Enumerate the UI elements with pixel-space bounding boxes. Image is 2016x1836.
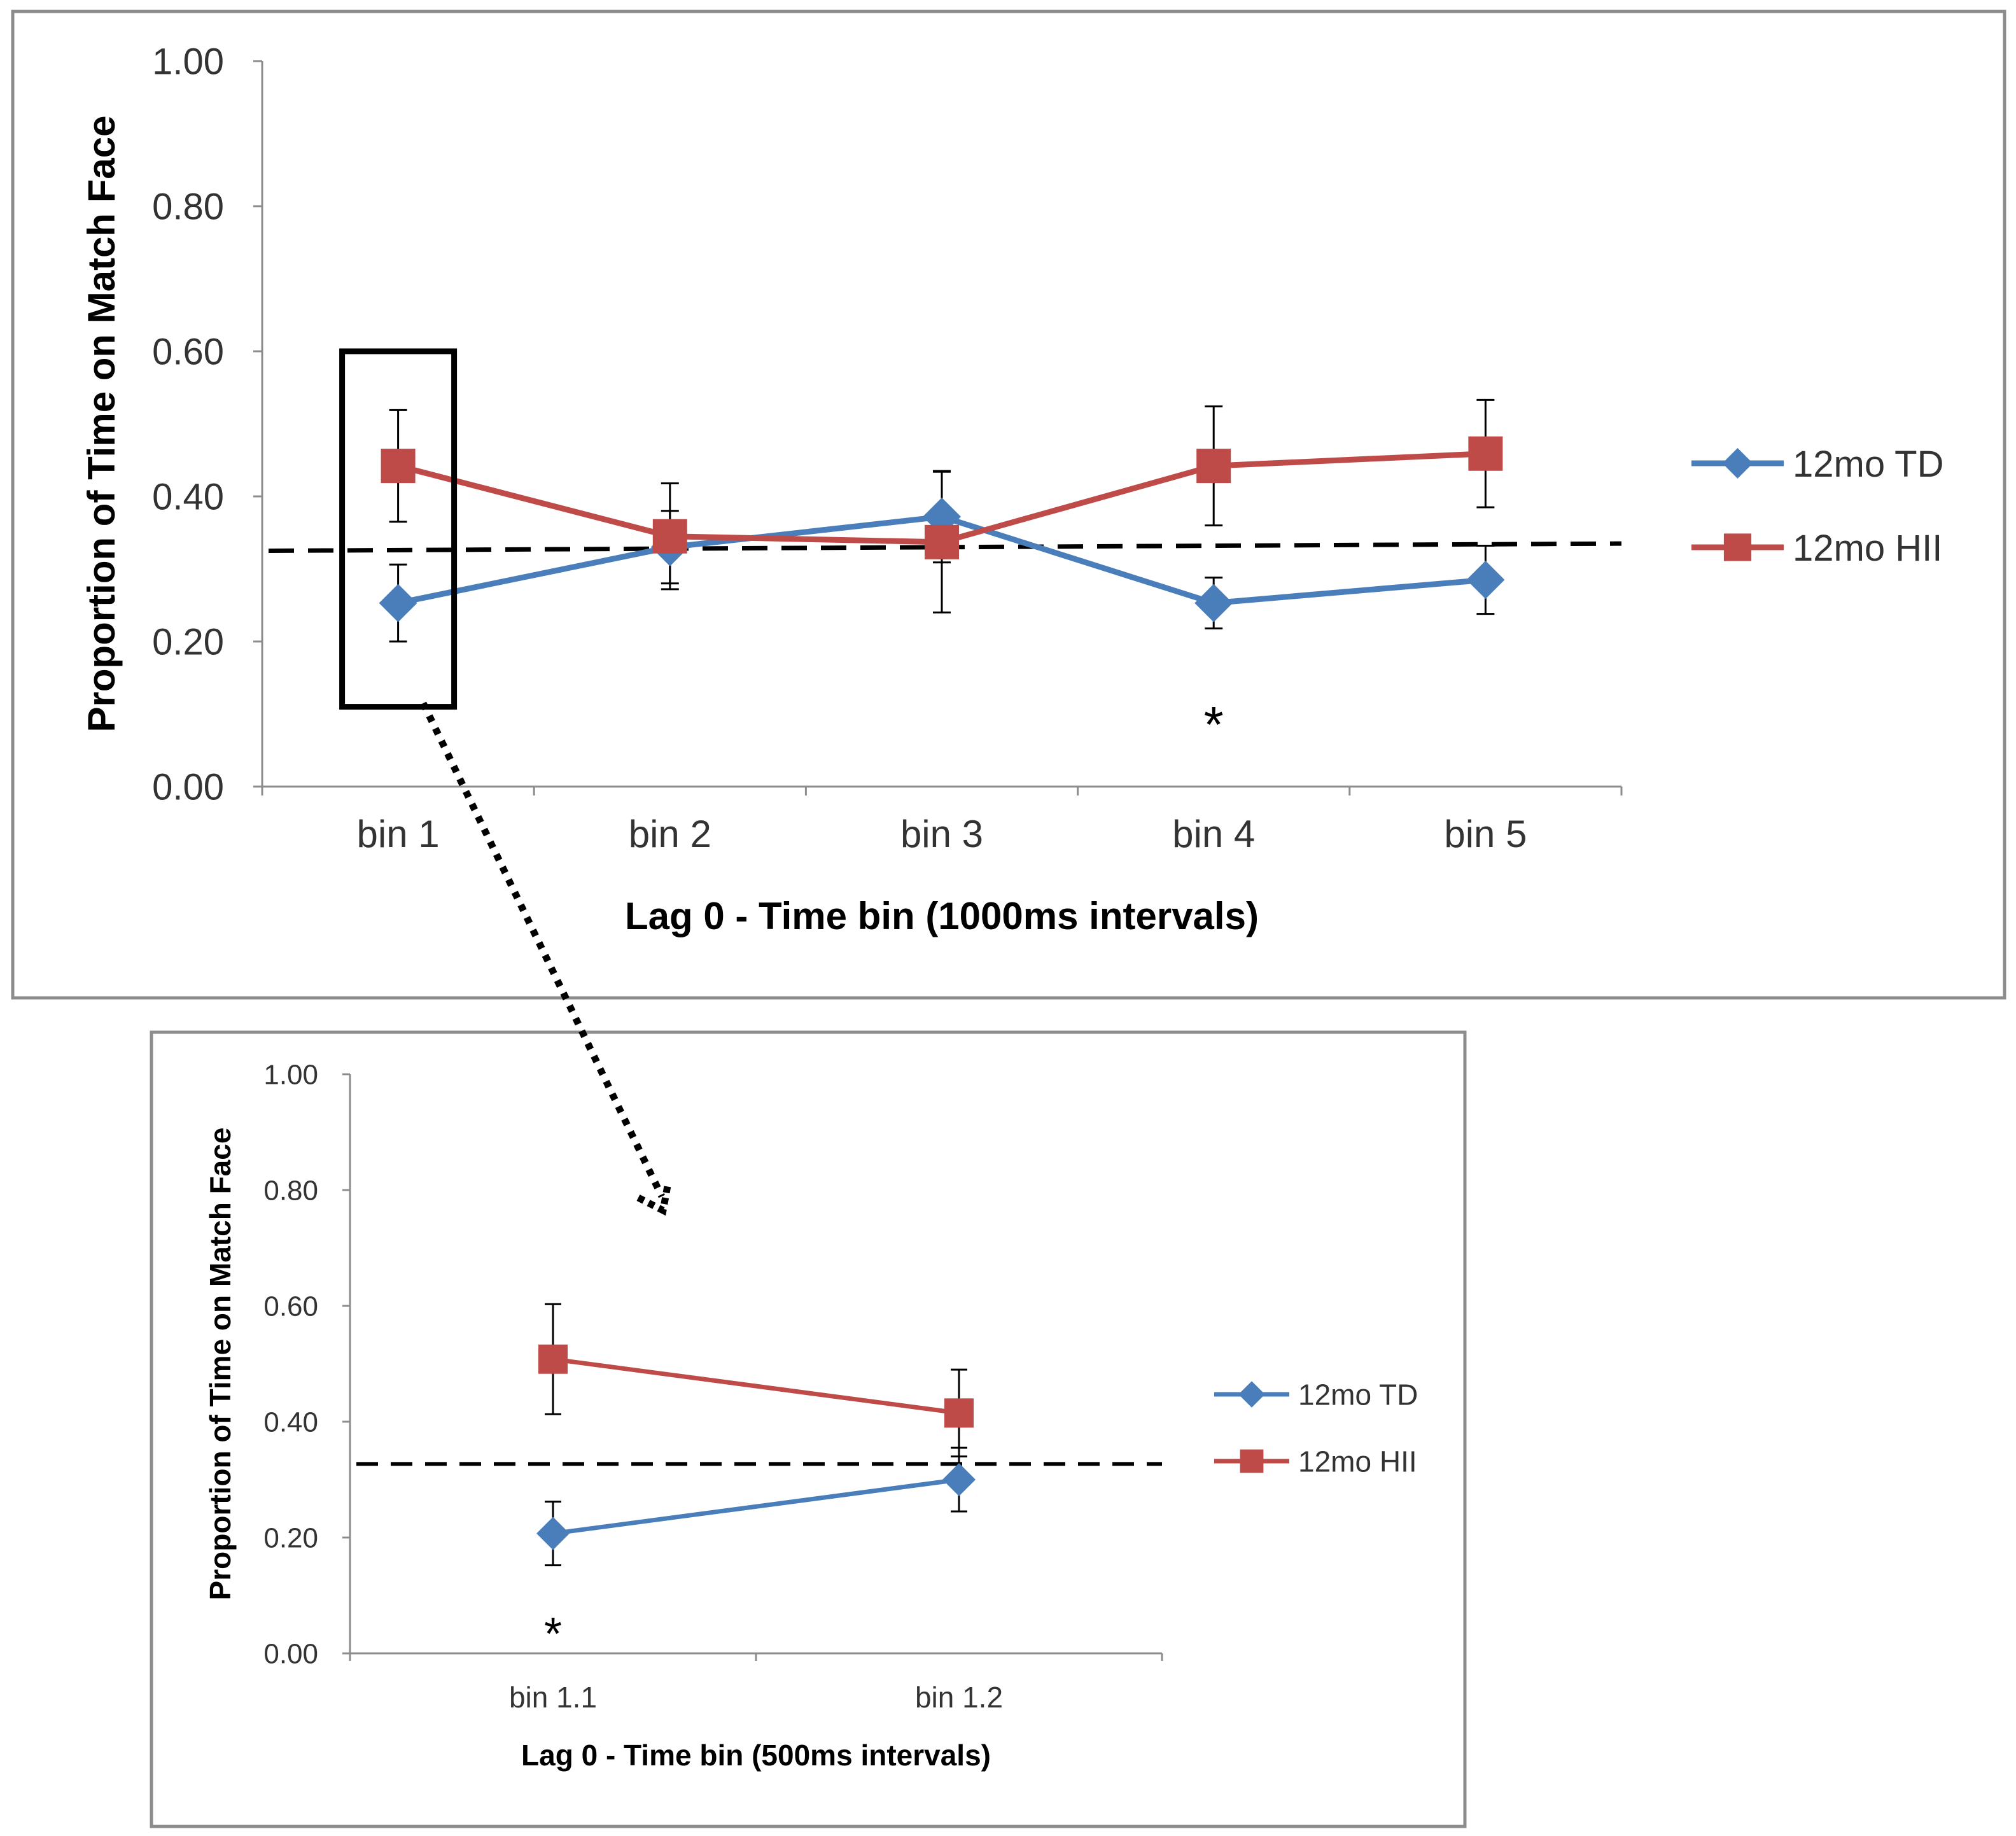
main-significance-asterisk: * bbox=[1204, 696, 1224, 753]
main-hii-point bbox=[1468, 436, 1503, 471]
main-markers bbox=[379, 436, 1505, 622]
main-y-tick-label: 0.80 bbox=[152, 186, 224, 227]
inset-td-point bbox=[942, 1463, 976, 1496]
legend-hii-square-marker bbox=[1723, 533, 1752, 561]
main-x-tick-label: bin 3 bbox=[900, 813, 983, 855]
main-x-axis-title: Lag 0 - Time bin (1000ms intervals) bbox=[625, 895, 1259, 937]
main-y-tick-label: 0.40 bbox=[152, 476, 224, 517]
inset-y-tick-label: 0.80 bbox=[263, 1175, 318, 1206]
inset-hii-point bbox=[538, 1344, 568, 1374]
main-hii-point bbox=[1196, 449, 1231, 484]
inset-significance-asterisk: * bbox=[544, 1609, 562, 1660]
legend-td-label: 12mo TD bbox=[1793, 444, 1943, 485]
inset-y-tick-label: 0.40 bbox=[263, 1406, 318, 1438]
inset-hii-series-line bbox=[552, 1357, 960, 1415]
main-hii-point bbox=[925, 524, 959, 559]
inset-td-point bbox=[536, 1517, 570, 1550]
inset-markers bbox=[536, 1344, 976, 1550]
main-y-tick-label: 0.60 bbox=[152, 331, 224, 372]
inset-legend: 12mo TD 12mo HII bbox=[1214, 1378, 1418, 1478]
main-x-tick-label: bin 2 bbox=[629, 813, 711, 855]
main-axes bbox=[253, 60, 1623, 795]
main-y-tick-label: 0.00 bbox=[152, 766, 224, 808]
inset-y-tick-label: 1.00 bbox=[263, 1059, 318, 1090]
main-td-point bbox=[1466, 561, 1505, 599]
inset-series-lines bbox=[552, 1357, 960, 1536]
legend-hii-label: 12mo HII bbox=[1793, 528, 1942, 569]
inset-y-tick-label: 0.20 bbox=[263, 1522, 318, 1553]
zoom-arrowhead-icon bbox=[636, 1182, 672, 1216]
inset-y-tick-label: 0.00 bbox=[263, 1638, 318, 1669]
bin1-highlight-box bbox=[339, 348, 458, 710]
main-x-tick-label: bin 1 bbox=[357, 813, 440, 855]
main-tick-labels: 0.00 0.20 0.40 0.60 0.80 1.00 bin 1 bin 2 bin 3 b… bbox=[152, 41, 1527, 855]
inset-x-tick-label: bin 1.1 bbox=[509, 1681, 597, 1714]
legend-td-diamond-marker bbox=[1238, 1381, 1265, 1408]
legend-td-diamond-marker bbox=[1722, 448, 1753, 479]
inset-y-axis-title: Proportion of Time on Match Face bbox=[204, 1128, 237, 1601]
main-panel-frame bbox=[11, 10, 2006, 1000]
inset-td-series-line bbox=[552, 1477, 960, 1536]
inset-x-axis-title: Lag 0 - Time bin (500ms intervals) bbox=[521, 1739, 991, 1772]
inset-hii-point bbox=[944, 1398, 974, 1428]
inset-y-tick-label: 0.60 bbox=[263, 1291, 318, 1322]
main-legend: 12mo TD 12mo HII bbox=[1691, 444, 1943, 569]
inset-panel-frame bbox=[150, 1030, 1467, 1828]
main-y-tick-label: 1.00 bbox=[152, 41, 224, 82]
legend-hii-square-marker bbox=[1240, 1449, 1264, 1473]
zoom-arrow bbox=[420, 701, 665, 1198]
main-x-tick-label: bin 5 bbox=[1444, 813, 1527, 855]
inset-tick-labels: 0.00 0.20 0.40 0.60 0.80 1.00 bin 1.1 bin 1.2 bbox=[263, 1059, 1003, 1714]
main-td-point bbox=[379, 584, 417, 622]
main-y-tick-label: 0.20 bbox=[152, 621, 224, 662]
main-y-axis-title: Proportion of Time on Match Face bbox=[80, 116, 123, 732]
main-td-point bbox=[1194, 584, 1233, 622]
inset-x-tick-label: bin 1.2 bbox=[915, 1681, 1003, 1714]
legend-hii-label: 12mo HII bbox=[1298, 1445, 1417, 1478]
main-x-tick-label: bin 4 bbox=[1172, 813, 1255, 855]
main-hii-point bbox=[652, 519, 687, 554]
legend-td-label: 12mo TD bbox=[1298, 1378, 1418, 1412]
main-hii-point bbox=[381, 449, 416, 484]
inset-axes bbox=[342, 1073, 1163, 1661]
